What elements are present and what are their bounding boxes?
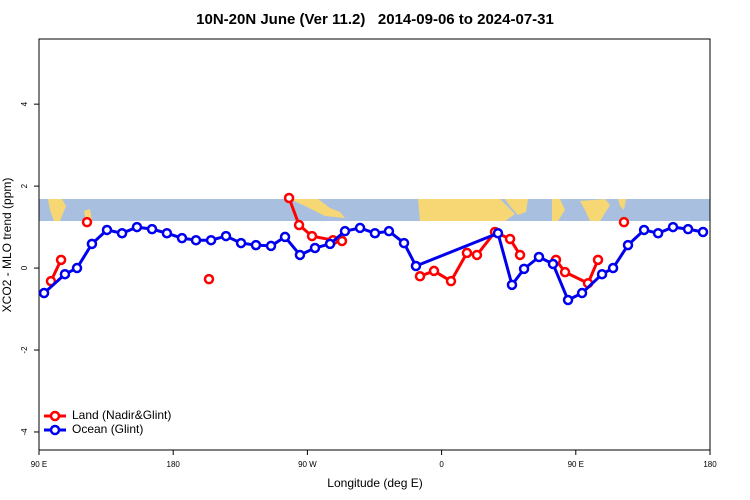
data-point [324,238,336,250]
data-point [283,192,295,204]
x-tick-label: 90 W [298,460,317,469]
legend-label: Land (Nadir&Glint) [72,408,171,422]
data-point [414,271,426,282]
data-point [622,239,634,251]
data-point [592,254,604,266]
data-point [71,262,83,274]
data-point [339,225,351,237]
data-point [618,216,630,228]
data-point [638,224,650,236]
data-point [55,254,67,266]
data-point [547,258,559,270]
data-point [383,225,395,237]
data-point [533,251,545,263]
data-point [471,249,483,261]
data-point [294,249,306,261]
y-tick-label: -2 [20,346,29,354]
x-tick-label: 180 [167,460,181,469]
data-point [652,227,664,239]
legend-label: Ocean (Glint) [72,422,143,436]
data-point [293,219,305,231]
x-tick-label: 90 E [31,460,47,469]
data-point [190,234,202,246]
data-point [576,287,588,299]
data-point [279,231,291,243]
data-point [161,227,173,239]
x-axis-label: Longitude (deg E) [327,476,422,490]
map-strip [39,199,710,221]
data-point [265,240,277,252]
data-point [116,227,128,239]
y-axis-label: XCO2 - MLO trend (ppm) [0,178,14,313]
data-point [354,222,366,234]
data-point [86,238,98,250]
data-point [562,294,574,306]
data-point [309,242,321,254]
y-tick-label: 0 [20,265,29,270]
data-point [306,230,318,242]
legend-marker [49,410,61,422]
data-point [235,237,247,249]
data-point [428,265,440,277]
x-tick-label: 90 E [568,460,584,469]
data-point [81,216,93,228]
data-point [518,263,530,275]
data-point [398,237,410,249]
y-tick-label: 4 [20,101,29,106]
chart-title: 10N-20N June (Ver 11.2) 2014-09-06 to 20… [196,11,554,28]
data-point [250,239,262,251]
data-point [461,247,473,259]
data-point [596,268,608,280]
data-point [205,234,217,246]
data-point [607,262,619,274]
data-point [445,275,457,287]
data-point [220,230,232,242]
data-point [38,287,50,299]
data-point [410,260,422,272]
y-tick-label: 2 [20,183,29,188]
data-point [131,221,143,233]
data-point [504,233,516,245]
legend-marker [49,424,61,436]
data-point [667,221,679,233]
x-tick-label: 0 [439,460,444,469]
data-point [101,224,113,236]
data-point [146,223,158,235]
data-point [506,279,518,291]
data-point [697,226,709,238]
data-point [514,249,526,261]
x-tick-label: 180 [703,460,717,469]
data-point [59,268,71,280]
data-point [176,232,188,244]
data-point [203,273,215,285]
data-point [559,266,571,278]
data-point [336,235,348,247]
data-point [682,223,694,235]
data-point [369,227,381,239]
plot-frame [38,38,711,451]
data-point [492,227,504,239]
y-tick-label: -4 [20,428,29,436]
